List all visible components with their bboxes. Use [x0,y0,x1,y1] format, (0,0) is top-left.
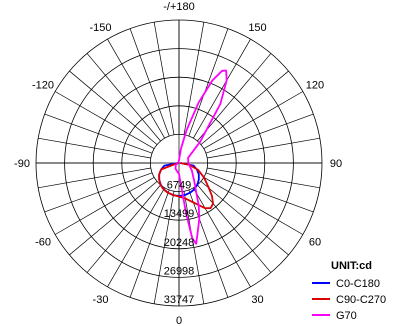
ring-gridline [121,105,237,221]
polar-grid [35,19,323,307]
ring-value-label: 6749 [167,180,191,192]
legend-label-c90-c270: C90-C270 [336,294,386,306]
ring-value-label: 33747 [164,294,195,306]
angle-label: 60 [309,237,321,249]
angle-label: -60 [35,237,51,249]
legend-label-c0-c180: C0-C180 [336,278,380,290]
label-group: 6749 13499 20248 26998 33747 -/+180 150 -150 120… [14,1,342,326]
series-line-c90-c270 [158,162,214,210]
angle-label: 120 [306,80,324,92]
ring-value-label: 20248 [164,237,195,249]
angle-label: -150 [89,22,111,34]
ring-gridline [64,48,294,278]
angle-label: 90 [330,158,342,170]
angle-label: 150 [248,22,266,34]
ring-gridline [149,133,208,192]
ring-value-label: 26998 [164,265,195,277]
ring-gridline [35,19,323,307]
angle-label: 0 [176,315,182,326]
ring-gridline [92,76,266,250]
ring-value-label: 13499 [164,208,195,220]
legend-label-g70: G70 [336,310,357,322]
series-line-g70 [174,69,228,245]
angle-label: -/+180 [163,1,195,13]
angle-label: -120 [32,80,54,92]
series-group [158,69,228,245]
angle-label: -90 [14,158,30,170]
angle-label: -30 [93,294,109,306]
legend-title: UNIT:cd [331,260,372,272]
angle-label: 30 [251,294,263,306]
legend: UNIT:cd C0-C180 C90-C270 G70 [312,260,386,322]
